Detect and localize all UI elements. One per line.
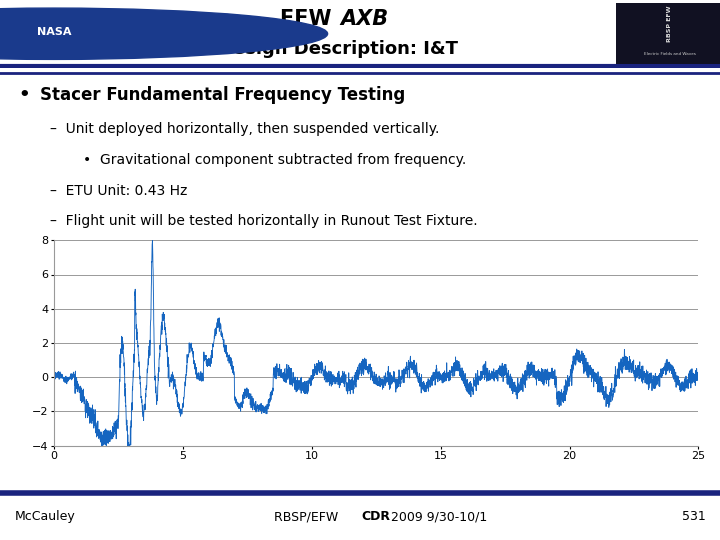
Text: RBSP EFW: RBSP EFW [667,5,672,42]
Text: CDR: CDR [361,510,390,523]
Text: Electric Fields and Waves: Electric Fields and Waves [644,52,696,56]
Text: 2009 9/30-10/1: 2009 9/30-10/1 [387,510,487,523]
Text: NASA: NASA [37,28,71,37]
Text: –  ETU Unit: 0.43 Hz: – ETU Unit: 0.43 Hz [50,184,188,198]
Text: Design Description: I&T: Design Description: I&T [218,39,459,58]
Text: 531: 531 [682,510,706,523]
Text: AXB: AXB [341,9,389,29]
Text: RBSP/EFW: RBSP/EFW [274,510,342,523]
Text: –  Flight unit will be tested horizontally in Runout Test Fixture.: – Flight unit will be tested horizontall… [50,214,478,228]
Text: •  Gravitational component subtracted from frequency.: • Gravitational component subtracted fro… [83,153,466,167]
Text: –  Unit deployed horizontally, then suspended vertically.: – Unit deployed horizontally, then suspe… [50,122,440,136]
Text: EFW: EFW [279,9,338,29]
Text: Stacer Fundamental Frequency Testing: Stacer Fundamental Frequency Testing [40,86,405,104]
Bar [616,3,720,64]
Circle shape [0,8,328,59]
Text: McCauley: McCauley [14,510,75,523]
Text: •: • [18,86,30,104]
